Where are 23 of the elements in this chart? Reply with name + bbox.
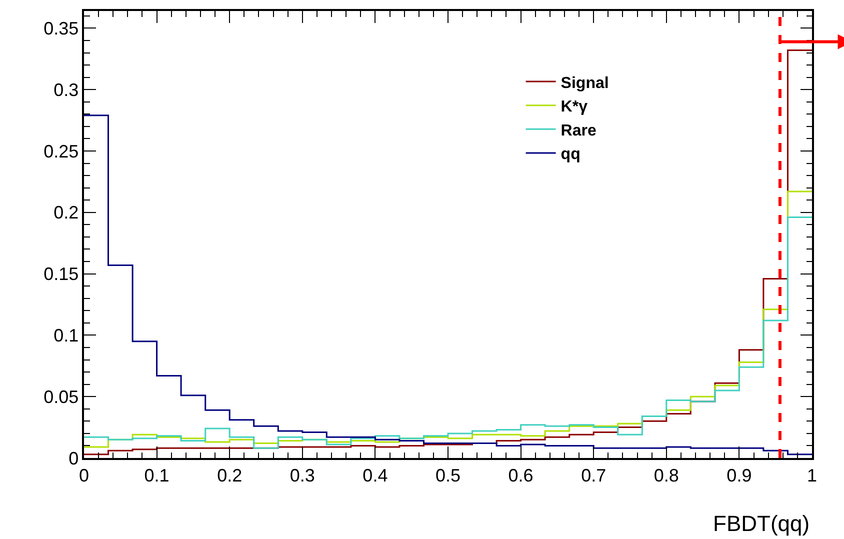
x-tick-label: 0.9 xyxy=(726,465,752,486)
x-axis-title: FBDT(qq) xyxy=(713,511,810,536)
legend-label: Signal xyxy=(560,74,609,92)
y-tick-label: 0.15 xyxy=(44,264,79,284)
x-tick-label: 0.8 xyxy=(654,465,679,486)
x-tick-label: 0.1 xyxy=(144,465,170,486)
legend-label: qq xyxy=(560,146,580,164)
y-tick-label: 0.35 xyxy=(44,18,79,38)
y-tick-label: 0 xyxy=(68,448,79,468)
y-tick-label: 0.05 xyxy=(44,386,79,407)
y-tick-label: 0.3 xyxy=(54,80,79,100)
y-tick-label: 0.1 xyxy=(54,326,79,346)
x-tick-label: 0.4 xyxy=(362,465,388,486)
legend-label: K*γ xyxy=(560,98,588,116)
legend-label: Rare xyxy=(560,122,596,140)
x-tick-label: 0.3 xyxy=(290,465,315,486)
y-tick-label: 0.25 xyxy=(44,141,79,162)
x-tick-label: 1 xyxy=(806,465,818,486)
y-tick-label: 0.2 xyxy=(54,202,79,223)
x-tick-label: 0.2 xyxy=(217,465,242,486)
x-tick-label: 0.7 xyxy=(581,465,606,486)
x-tick-label: 0.5 xyxy=(435,465,461,486)
x-tick-label: 0.6 xyxy=(508,465,534,486)
